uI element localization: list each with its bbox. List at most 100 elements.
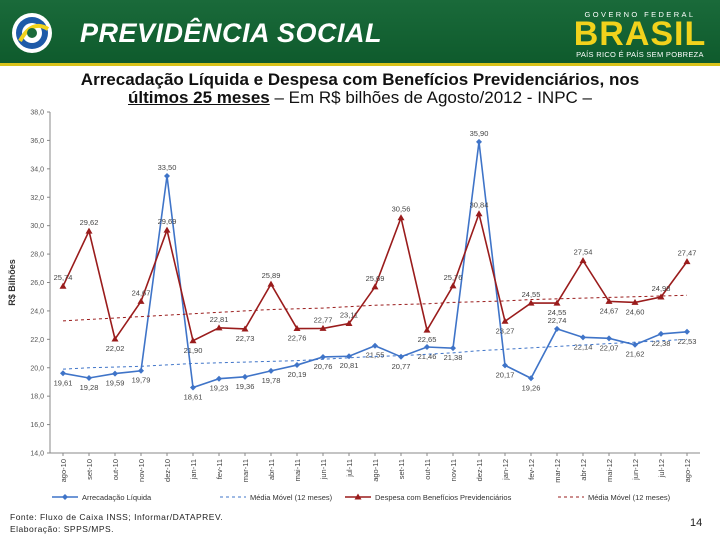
data-label: 22,81 (210, 315, 229, 324)
data-point-marker (606, 335, 612, 342)
x-tick-label: jul-12 (657, 459, 666, 478)
y-tick-label: 38,0 (30, 110, 44, 117)
data-label: 19,79 (132, 376, 151, 385)
data-point-marker (190, 384, 196, 391)
data-point-marker (424, 344, 430, 351)
y-axis-label: R$ Bilhões (7, 259, 17, 306)
data-label: 21,62 (626, 350, 645, 359)
data-label: 21,55 (366, 351, 385, 360)
x-tick-label: set-11 (397, 459, 406, 479)
data-label: 21,38 (444, 353, 463, 362)
data-point-marker (268, 367, 274, 374)
y-tick-label: 16,0 (30, 422, 44, 429)
data-point-marker (476, 138, 482, 145)
y-tick-label: 36,0 (30, 138, 44, 145)
chart-title: Arrecadação Líquida e Despesa com Benefí… (10, 71, 710, 107)
legend-label: Média Móvel (12 meses) (250, 493, 333, 502)
x-tick-label: abr-11 (267, 459, 276, 480)
y-tick-label: 14,0 (30, 451, 44, 458)
y-tick-label: 28,0 (30, 252, 44, 259)
data-label: 20,19 (288, 370, 307, 379)
y-tick-label: 34,0 (30, 166, 44, 173)
data-label: 19,61 (54, 378, 73, 387)
data-point-marker (398, 353, 404, 360)
data-point-marker (631, 298, 639, 305)
data-point-marker (137, 297, 145, 304)
data-label: 24,67 (132, 288, 151, 297)
data-point-marker (449, 282, 457, 289)
y-tick-label: 20,0 (30, 365, 44, 372)
data-label: 22,02 (106, 344, 125, 353)
data-label: 30,84 (470, 201, 489, 210)
x-tick-label: mar-11 (241, 459, 250, 482)
data-point-marker (345, 320, 353, 327)
data-label: 22,74 (548, 316, 567, 325)
elaboration-note: Elaboração: SPPS/MPS. (10, 524, 115, 534)
data-point-marker (553, 299, 561, 306)
x-tick-label: mai-12 (605, 459, 614, 482)
data-label: 22,07 (600, 343, 619, 352)
x-tick-label: ago-12 (683, 459, 692, 482)
data-point-marker (86, 374, 92, 381)
data-point-marker (527, 299, 535, 306)
data-label: 25,89 (262, 271, 281, 280)
data-point-marker (684, 328, 690, 335)
data-point-marker (580, 334, 586, 341)
data-label: 25,74 (54, 273, 73, 282)
moving-average-line (62, 338, 688, 370)
data-label: 24,67 (600, 306, 619, 315)
banner-stripe (0, 63, 720, 66)
y-tick-label: 30,0 (30, 223, 44, 230)
data-label: 22,38 (652, 339, 671, 348)
data-point-marker (658, 330, 664, 337)
data-label: 23,11 (340, 311, 358, 320)
x-tick-label: jan-12 (501, 459, 510, 481)
legend-label: Arrecadação Líquida (82, 493, 152, 502)
governo-federal-logo: GOVERNO FEDERAL BRASIL PAÍS RICO É PAÍS … (566, 8, 714, 60)
data-label: 24,55 (522, 290, 541, 299)
title-line-2: últimos 25 meses – Em R$ bilhões de Agos… (10, 89, 710, 107)
data-label: 20,76 (314, 362, 333, 371)
data-label: 27,47 (678, 249, 697, 258)
title-line-2-rest: – Em R$ bilhões de Agosto/2012 - INPC – (269, 88, 592, 107)
data-point-marker (216, 375, 222, 382)
x-tick-label: out-10 (111, 459, 120, 480)
data-label: 29,69 (158, 217, 177, 226)
page-number: 14 (690, 517, 703, 529)
data-label: 19,36 (236, 382, 255, 391)
data-label: 19,23 (210, 384, 229, 393)
x-tick-label: fev-11 (215, 459, 224, 479)
y-tick-label: 32,0 (30, 195, 44, 202)
data-label: 22,77 (314, 315, 333, 324)
data-label: 24,98 (652, 284, 671, 293)
x-tick-label: jan-11 (189, 459, 198, 480)
x-tick-label: jun-12 (631, 459, 640, 481)
data-label: 29,62 (80, 218, 99, 227)
legend-label: Média Móvel (12 meses) (588, 493, 671, 502)
data-label: 19,26 (522, 383, 541, 392)
x-tick-label: jul-11 (345, 459, 354, 478)
x-tick-label: dez-11 (475, 459, 484, 481)
previdencia-logo-icon (12, 13, 52, 53)
x-tick-label: nov-10 (137, 459, 146, 482)
title-line-1: Arrecadação Líquida e Despesa com Benefí… (80, 70, 640, 89)
data-label: 27,54 (574, 248, 593, 257)
data-point-marker (319, 324, 327, 331)
data-label: 23,27 (496, 326, 515, 335)
data-label: 22,65 (418, 335, 437, 344)
data-label: 30,56 (392, 205, 411, 214)
data-point-marker (450, 345, 456, 352)
title-line-2-bold: últimos 25 meses (128, 88, 270, 107)
data-label: 22,14 (574, 342, 593, 351)
data-point-marker (502, 362, 508, 369)
data-label: 25,69 (366, 274, 385, 283)
data-point-marker (475, 210, 483, 217)
data-point-marker (372, 342, 378, 349)
x-tick-label: out-11 (423, 459, 432, 480)
data-label: 22,53 (678, 337, 697, 346)
data-label: 20,17 (496, 370, 515, 379)
data-point-marker (85, 227, 93, 234)
data-label: 20,77 (392, 362, 411, 371)
data-point-marker (241, 325, 249, 332)
header-banner: PREVIDÊNCIA SOCIAL GOVERNO FEDERAL BRASI… (0, 0, 720, 66)
